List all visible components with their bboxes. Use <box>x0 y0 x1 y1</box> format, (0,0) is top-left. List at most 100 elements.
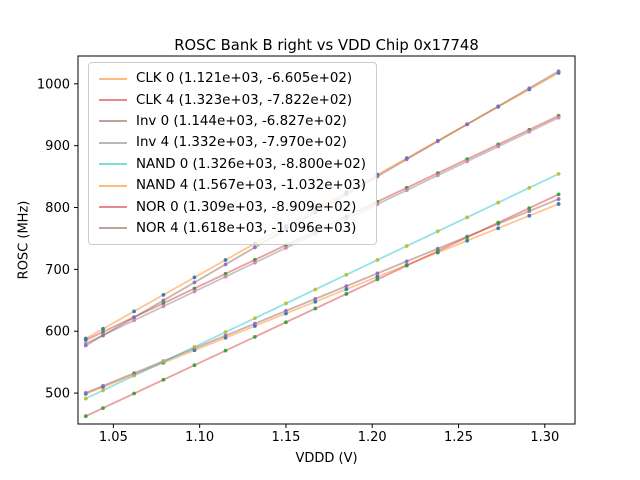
data-point-nand-0 <box>252 316 257 321</box>
legend-label: Inv 4 (1.332e+03, -7.970e+02) <box>136 135 347 151</box>
data-point-nor-0 <box>404 263 409 268</box>
y-axis-label: ROSC (MHz) <box>16 200 32 280</box>
data-point-clk-4 <box>192 286 197 291</box>
legend-label: NAND 4 (1.567e+03, -1.032e+03) <box>136 178 366 194</box>
data-point-nor-4 <box>404 157 409 162</box>
data-point-inv-4 <box>496 144 501 149</box>
data-point-nor-0 <box>527 206 532 211</box>
data-point-nor-4 <box>192 280 197 285</box>
data-point-nor-4 <box>252 245 257 250</box>
data-point-nor-0 <box>556 192 561 197</box>
y-tick-label: 600 <box>45 325 70 340</box>
legend-item-clk-4: CLK 4 (1.323e+03, -7.822e+02) <box>99 89 366 110</box>
legend-item-nor-4: NOR 4 (1.618e+03, -1.096e+03) <box>99 218 366 239</box>
data-point-inv-4 <box>223 274 228 279</box>
data-point-inv-0 <box>375 271 380 276</box>
data-point-nor-0 <box>496 220 501 225</box>
data-point-nand-0 <box>192 345 197 349</box>
data-point-nor-4 <box>101 333 105 338</box>
data-point-nor-4 <box>496 104 501 109</box>
data-point-nor-0 <box>223 348 228 353</box>
y-tick-label: 800 <box>45 201 70 216</box>
data-point-nand-0 <box>496 200 501 205</box>
x-tick-label: 1.15 <box>271 430 300 445</box>
data-point-nand-4 <box>192 275 197 280</box>
data-point-inv-0 <box>252 321 257 326</box>
data-point-nand-4 <box>83 336 88 341</box>
x-tick-label: 1.30 <box>530 430 559 445</box>
data-point-nand-0 <box>161 359 166 364</box>
data-point-nand-0 <box>527 185 532 190</box>
data-point-clk-0 <box>375 274 380 279</box>
legend-label: CLK 0 (1.121e+03, -6.605e+02) <box>136 71 353 87</box>
data-point-nor-0 <box>313 306 318 311</box>
legend-item-clk-0: CLK 0 (1.121e+03, -6.605e+02) <box>99 68 366 89</box>
data-point-nor-4 <box>161 298 166 303</box>
data-point-nor-0 <box>465 235 470 240</box>
data-point-nor-4 <box>132 315 136 320</box>
plot-border <box>77 55 576 425</box>
data-point-nand-4 <box>101 326 105 331</box>
data-point-inv-4 <box>527 129 532 134</box>
data-point-inv-0 <box>313 296 318 301</box>
y-tick-label: 900 <box>45 139 70 154</box>
data-point-inv-0 <box>284 308 288 313</box>
data-point-inv-4 <box>252 260 257 265</box>
legend-label: CLK 4 (1.323e+03, -7.822e+02) <box>136 92 353 108</box>
data-point-nor-0 <box>344 292 349 296</box>
data-point-nor-0 <box>83 414 88 419</box>
data-point-inv-0 <box>83 391 88 395</box>
legend-line-swatch <box>99 141 127 144</box>
data-point-inv-0 <box>223 333 228 338</box>
data-point-clk-0 <box>556 202 561 206</box>
legend-line-swatch <box>99 227 127 230</box>
legend-label: Inv 0 (1.144e+03, -6.827e+02) <box>136 113 347 129</box>
data-point-clk-4 <box>161 301 166 306</box>
data-point-nand-4 <box>132 309 136 314</box>
data-point-nor-0 <box>132 391 136 396</box>
data-point-nor-0 <box>284 320 288 325</box>
data-point-nand-0 <box>83 396 88 401</box>
data-point-clk-4 <box>101 329 105 334</box>
data-point-nand-0 <box>375 258 380 262</box>
data-point-nand-0 <box>404 244 409 248</box>
data-point-nor-0 <box>375 277 380 282</box>
legend-line-swatch <box>99 77 127 80</box>
data-point-nor-4 <box>83 343 88 348</box>
data-point-clk-4 <box>223 271 228 276</box>
x-tick-label: 1.20 <box>358 430 387 445</box>
data-point-nor-4 <box>435 139 440 144</box>
legend-label: NOR 4 (1.618e+03, -1.096e+03) <box>136 220 357 236</box>
data-point-inv-4 <box>192 289 197 294</box>
data-point-nand-0 <box>344 272 349 277</box>
data-point-nor-0 <box>161 377 166 382</box>
data-point-clk-0 <box>465 238 470 243</box>
data-point-nor-0 <box>192 363 197 368</box>
data-point-inv-4 <box>556 115 561 120</box>
data-point-clk-4 <box>252 257 257 262</box>
y-tick-label: 1000 <box>37 77 70 92</box>
legend-line-swatch <box>99 206 127 209</box>
data-point-nand-4 <box>161 292 166 297</box>
legend-item-nor-0: NOR 0 (1.309e+03, -8.909e+02) <box>99 196 366 217</box>
data-point-nand-0 <box>284 301 288 306</box>
legend-line-swatch <box>99 99 127 102</box>
data-point-clk-0 <box>313 299 318 304</box>
data-point-nand-0 <box>223 330 228 335</box>
data-point-inv-0 <box>344 284 349 289</box>
data-point-nor-4 <box>527 86 532 91</box>
chart-title: ROSC Bank B right vs VDD Chip 0x17748 <box>174 37 479 54</box>
data-point-nand-0 <box>101 388 105 393</box>
data-point-inv-4 <box>465 159 470 164</box>
data-point-clk-0 <box>527 213 532 218</box>
data-point-inv-0 <box>404 259 409 264</box>
data-point-nand-0 <box>313 287 318 292</box>
data-point-nand-4 <box>223 258 228 262</box>
data-point-nand-0 <box>465 215 470 220</box>
legend-item-nand-4: NAND 4 (1.567e+03, -1.032e+03) <box>99 175 366 196</box>
data-point-clk-0 <box>344 287 349 292</box>
data-point-nand-0 <box>556 171 561 176</box>
data-point-clk-0 <box>496 226 501 231</box>
x-tick-label: 1.05 <box>99 430 128 445</box>
